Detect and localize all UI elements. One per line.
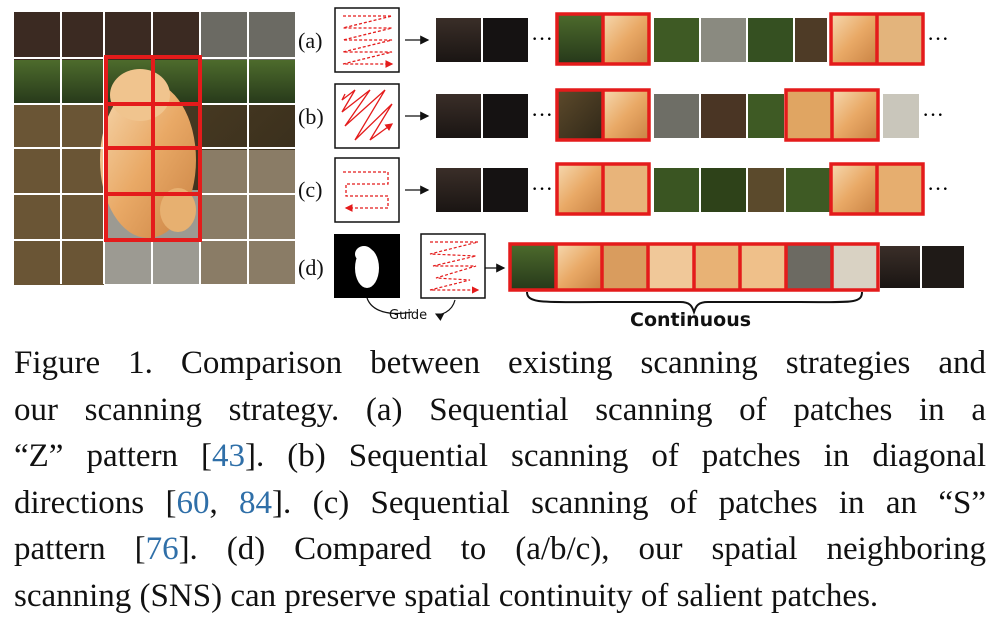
sequence-c: ··· ··· [436,162,949,216]
pattern-sns [420,233,486,299]
ellipsis: ··· [531,102,553,127]
caption-text: ]. (d) Compared to (a/b/c), our spatial … [178,531,987,567]
sequence-d [508,242,964,292]
caption-text: , [209,484,240,521]
caption-line: scanning (SNS) can preserve spatial cont… [14,573,986,620]
caption-text: our scanning strategy. (a) Sequential sc… [14,391,986,428]
caption-text: ]. (c) Sequential scanning of patches in… [272,484,987,521]
continuous-label: Continuous [630,309,751,331]
caption-text: “Z” pattern [ [14,438,213,474]
citation-link[interactable]: 60 [176,484,210,521]
ellipsis: ··· [531,26,553,51]
caption-line: our scanning strategy. (a) Sequential sc… [14,387,986,434]
ellipsis: ··· [927,176,949,201]
figure-caption: Figure 1. Comparison between existing sc… [14,340,986,619]
ellipsis: ··· [922,102,944,127]
continuous-brace [526,291,863,316]
caption-line: directions [60, 84]. (c) Sequential scan… [14,480,986,527]
caption-line: “Z” pattern [43]. (b) Sequential scannin… [14,433,986,480]
pattern-diagonal [334,83,400,149]
citation-link[interactable]: 84 [239,484,273,521]
caption-line: pattern [76]. (d) Compared to (a/b/c), o… [14,526,986,573]
source-image [14,12,295,285]
pattern-s [334,157,400,223]
ellipsis: ··· [531,176,553,201]
caption-line: Figure 1. Comparison between existing sc… [14,340,986,387]
row-label-c: (c) [298,177,322,202]
salient-region [104,55,202,242]
caption-text: pattern [ [14,531,146,567]
caption-text: Figure 1. Comparison between existing sc… [14,345,986,381]
row-label-b: (b) [298,104,324,129]
ellipsis: ··· [927,26,949,51]
row-label-d: (d) [298,255,324,280]
guide-label: Guide [389,308,427,323]
citation-link[interactable]: 76 [145,531,179,567]
pattern-z [334,7,400,73]
figure-1-illustration: (a) (b) (c) (d) ··· [14,7,964,331]
row-label-a: (a) [298,28,322,53]
caption-text: directions [ [14,484,177,521]
sequence-b: ··· ··· [436,88,944,142]
sequence-a: ··· ··· [436,12,949,66]
caption-text: scanning (SNS) can preserve spatial cont… [14,577,879,614]
saliency-mask [334,234,400,298]
citation-link[interactable]: 43 [212,438,246,474]
caption-text: ]. (b) Sequential scanning of patches in… [245,438,987,474]
